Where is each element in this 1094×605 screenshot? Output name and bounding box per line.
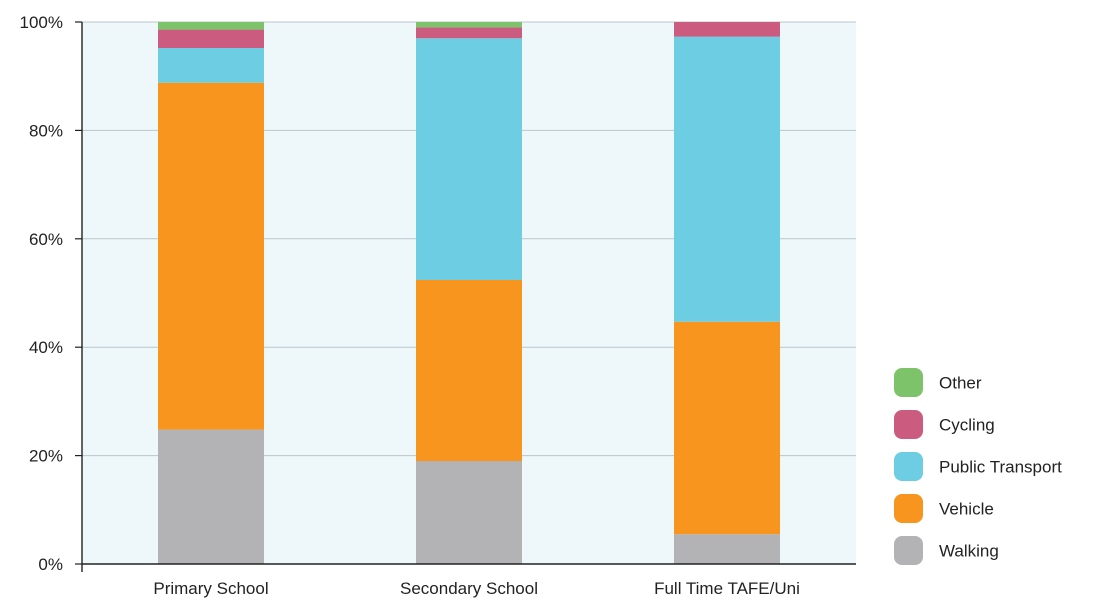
bar-vehicle-full-time-tafe-uni	[674, 321, 780, 535]
bars	[158, 22, 780, 564]
bar-public-transport-secondary-school	[416, 38, 522, 280]
x-tick-label: Secondary School	[400, 579, 538, 598]
y-tick-label: 20%	[29, 447, 63, 466]
legend-label: Vehicle	[939, 500, 994, 519]
legend-item-walking: Walking	[894, 536, 999, 565]
bar-public-transport-primary-school	[158, 48, 264, 83]
y-tick-label: 100%	[20, 13, 63, 32]
bar-other-primary-school	[158, 22, 264, 30]
y-tick-label: 0%	[38, 555, 63, 574]
legend-label: Other	[939, 374, 982, 393]
axes	[81, 22, 856, 572]
x-tick-label: Full Time TAFE/Uni	[654, 579, 800, 598]
bar-cycling-primary-school	[158, 29, 264, 49]
legend-swatch	[894, 536, 923, 565]
bar-public-transport-full-time-tafe-uni	[674, 36, 780, 322]
bar-walking-full-time-tafe-uni	[674, 534, 780, 564]
legend-label: Cycling	[939, 416, 995, 435]
legend: Other Cycling Public Transport Vehicle Walki…	[894, 368, 1062, 565]
legend-swatch	[894, 410, 923, 439]
bar-walking-primary-school	[158, 429, 264, 564]
legend-swatch	[894, 368, 923, 397]
legend-item-cycling: Cycling	[894, 410, 995, 439]
bar-cycling-secondary-school	[416, 27, 522, 39]
legend-label: Walking	[939, 542, 999, 561]
bar-stack-secondary-school	[416, 22, 522, 564]
legend-swatch	[894, 494, 923, 523]
legend-label: Public Transport	[939, 458, 1062, 477]
y-tick-label: 80%	[29, 121, 63, 140]
y-tick-label: 60%	[29, 230, 63, 249]
y-axis-ticks: 0% 20% 40% 60% 80% 100%	[20, 13, 82, 574]
legend-item-public-transport: Public Transport	[894, 452, 1062, 481]
bar-stack-full-time-tafe-uni	[674, 22, 780, 564]
legend-item-vehicle: Vehicle	[894, 494, 994, 523]
y-tick-label: 40%	[29, 338, 63, 357]
bar-cycling-full-time-tafe-uni	[674, 22, 780, 37]
x-tick-label: Primary School	[153, 579, 268, 598]
legend-item-other: Other	[894, 368, 982, 397]
bar-vehicle-primary-school	[158, 82, 264, 430]
legend-swatch	[894, 452, 923, 481]
x-axis-ticks: Primary School Secondary School Full Time …	[153, 579, 800, 598]
bar-stack-primary-school	[158, 22, 264, 564]
bar-walking-secondary-school	[416, 461, 522, 564]
bar-other-secondary-school	[416, 22, 522, 28]
bar-vehicle-secondary-school	[416, 279, 522, 462]
